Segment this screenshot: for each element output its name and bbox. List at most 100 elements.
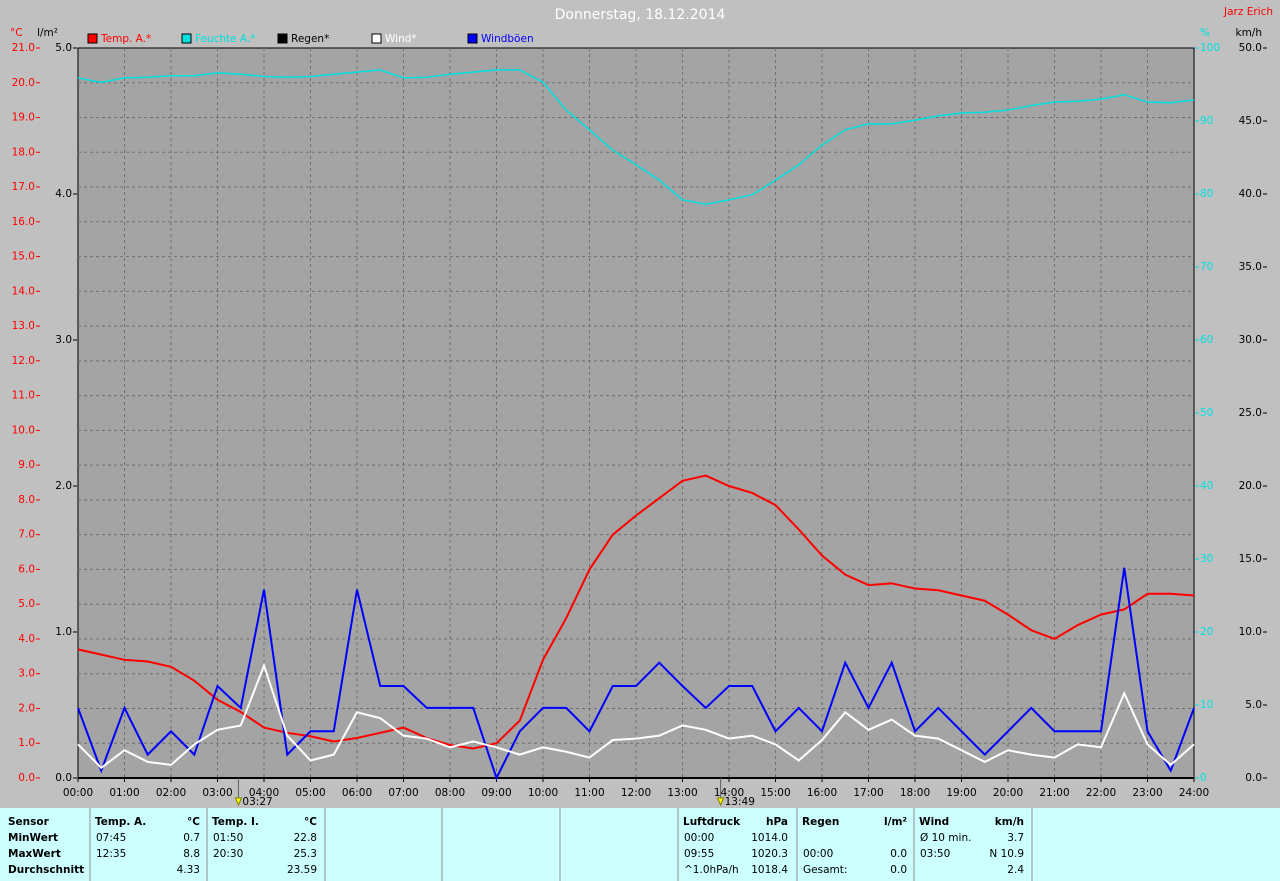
y-tick-label: 5.0: [18, 598, 35, 610]
y-tick-label: 18.0: [12, 146, 35, 158]
cell-value: 0.0: [890, 848, 907, 860]
author: Jarz Erich: [1223, 6, 1273, 18]
cell-label: 20:30: [213, 848, 243, 860]
y-tick-label: 5.0: [1245, 699, 1262, 711]
y-tick-label: 70: [1200, 261, 1213, 273]
y-tick-label: 19.0: [12, 112, 35, 124]
cell-label: 09:55: [684, 848, 714, 860]
y-tick-label: 6.0: [18, 563, 35, 575]
y-tick-label: 12.0: [12, 355, 35, 367]
y-tick-label: 100: [1200, 42, 1220, 54]
legend-swatch: [371, 33, 382, 44]
legend-label: Wind*: [385, 33, 417, 45]
x-tick-label: 07:00: [388, 787, 418, 799]
y-tick-label: 11.0: [12, 390, 35, 402]
x-tick-label: 03:00: [202, 787, 232, 799]
axis-unit: %: [1200, 27, 1210, 39]
cell-label: 00:00: [684, 832, 714, 844]
chart-title: Donnerstag, 18.12.2014: [555, 7, 726, 23]
cell-value: 22.8: [294, 832, 317, 844]
cell-value: 23.59: [287, 864, 317, 876]
x-tick-label: 14:00: [714, 787, 744, 799]
y-tick-label: 20.0: [12, 77, 35, 89]
y-tick-label: 50.0: [1239, 42, 1262, 54]
y-tick-label: 9.0: [18, 459, 35, 471]
y-tick-label: 30: [1200, 553, 1213, 565]
group-name: Luftdruck: [683, 816, 741, 828]
y-tick-label: 3.0: [18, 668, 35, 680]
y-tick-label: 4.0: [55, 188, 72, 200]
x-tick-label: 23:00: [1132, 787, 1162, 799]
group-name: Wind: [919, 816, 949, 828]
cell-label: Ø 10 min.: [920, 832, 971, 844]
x-tick-label: 24:00: [1179, 787, 1209, 799]
legend-swatch: [181, 33, 192, 44]
y-tick-label: 10.0: [12, 424, 35, 436]
stats-table: [0, 808, 1280, 881]
cell-label: Gesamt:: [803, 864, 847, 876]
y-tick-label: 7.0: [18, 529, 35, 541]
cell-label: 12:35: [96, 848, 126, 860]
group-name: Temp. I.: [212, 816, 259, 828]
x-tick-label: 19:00: [946, 787, 976, 799]
y-tick-label: 2.0: [55, 480, 72, 492]
cell-label: ^1.0hPa/h: [684, 864, 739, 876]
x-tick-label: 13:00: [667, 787, 697, 799]
series-line: [77, 567, 1195, 781]
cell-value: 4.33: [177, 864, 200, 876]
group-name: Regen: [802, 816, 839, 828]
row-label: MinWert: [8, 832, 58, 844]
legend-swatch: [87, 33, 98, 44]
y-tick-label: 0: [1200, 772, 1207, 784]
y-tick-label: 13.0: [12, 320, 35, 332]
series-line: [77, 474, 1195, 750]
x-tick-label: 11:00: [574, 787, 604, 799]
cell-value: 1020.3: [751, 848, 788, 860]
cell-value: 25.3: [294, 848, 317, 860]
x-tick-label: 22:00: [1086, 787, 1116, 799]
row-label: Sensor: [8, 816, 50, 828]
y-tick-label: 20: [1200, 626, 1213, 638]
group-name: Temp. A.: [95, 816, 146, 828]
group-unit: km/h: [995, 816, 1024, 828]
legend-label: Windböen: [481, 33, 534, 45]
y-tick-label: 10: [1200, 699, 1213, 711]
y-tick-label: 17.0: [12, 181, 35, 193]
y-tick-label: 16.0: [12, 216, 35, 228]
x-tick-label: 04:00: [249, 787, 279, 799]
y-tick-label: 40: [1200, 480, 1213, 492]
cell-value: 0.0: [890, 864, 907, 876]
y-tick-label: 1.0: [55, 626, 72, 638]
y-tick-label: 3.0: [55, 334, 72, 346]
y-tick-label: 5.0: [55, 42, 72, 54]
y-tick-label: 25.0: [1239, 407, 1262, 419]
group-unit: l/m²: [884, 816, 907, 828]
legend-swatch: [277, 33, 288, 44]
y-tick-label: 4.0: [18, 633, 35, 645]
x-tick-label: 20:00: [993, 787, 1023, 799]
row-label: MaxWert: [8, 848, 61, 860]
y-tick-label: 8.0: [18, 494, 35, 506]
x-tick-label: 01:00: [109, 787, 139, 799]
y-tick-label: 2.0: [18, 702, 35, 714]
cell-value: 0.7: [183, 832, 200, 844]
y-tick-label: 21.0: [12, 42, 35, 54]
x-tick-label: 06:00: [342, 787, 372, 799]
series-line: [77, 662, 1195, 770]
axis-unit: km/h: [1235, 27, 1262, 39]
group-unit: °C: [187, 816, 200, 828]
x-tick-label: 10:00: [528, 787, 558, 799]
y-tick-label: 30.0: [1239, 334, 1262, 346]
y-tick-label: 0.0: [1245, 772, 1262, 784]
y-tick-label: 0.0: [55, 772, 72, 784]
cell-value: N 10.9: [989, 848, 1024, 860]
row-label: Durchschnitt: [8, 864, 84, 876]
cell-label: 07:45: [96, 832, 126, 844]
x-tick-label: 05:00: [295, 787, 325, 799]
y-tick-label: 20.0: [1239, 480, 1262, 492]
y-tick-label: 14.0: [12, 285, 35, 297]
legend-label: Temp. A.*: [100, 33, 151, 45]
y-tick-label: 90: [1200, 115, 1213, 127]
x-tick-label: 21:00: [1039, 787, 1069, 799]
